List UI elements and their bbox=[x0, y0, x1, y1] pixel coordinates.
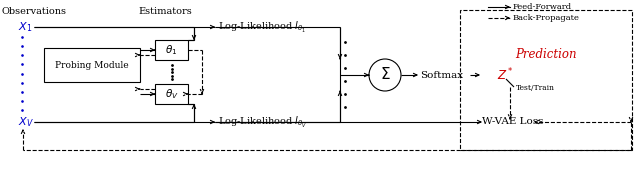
Bar bbox=[44, 48, 140, 82]
Text: $X_1$: $X_1$ bbox=[18, 20, 33, 34]
Text: $X_V$: $X_V$ bbox=[18, 115, 34, 129]
Text: $Z^*$: $Z^*$ bbox=[497, 67, 514, 83]
Text: Log-Likelihood $l_{\theta_V}$: Log-Likelihood $l_{\theta_V}$ bbox=[218, 114, 307, 130]
Bar bbox=[155, 84, 188, 104]
Text: Test/Train: Test/Train bbox=[516, 84, 555, 92]
Text: $\theta_1$: $\theta_1$ bbox=[165, 43, 178, 57]
Text: $\Sigma$: $\Sigma$ bbox=[380, 66, 390, 82]
Bar bbox=[155, 40, 188, 60]
Text: Estimators: Estimators bbox=[138, 7, 192, 16]
Text: W-VAE Loss: W-VAE Loss bbox=[482, 118, 543, 127]
Text: Log-Likelihood $l_{\theta_1}$: Log-Likelihood $l_{\theta_1}$ bbox=[218, 19, 306, 35]
Bar bbox=[460, 10, 632, 150]
Text: Feed-Forward: Feed-Forward bbox=[513, 3, 572, 11]
Text: Softmax: Softmax bbox=[420, 71, 463, 80]
Text: $\theta_V$: $\theta_V$ bbox=[164, 87, 179, 101]
Text: Prediction: Prediction bbox=[515, 48, 577, 62]
Text: Back-Propagate: Back-Propagate bbox=[513, 14, 580, 22]
Text: Observations: Observations bbox=[2, 7, 67, 16]
Text: Probing Module: Probing Module bbox=[55, 60, 129, 69]
